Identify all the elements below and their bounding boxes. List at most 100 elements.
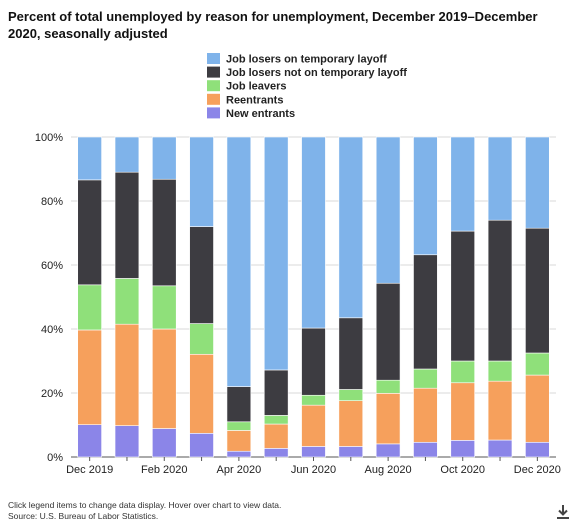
bar-segment-job-losers-on-temporary-layoff[interactable] bbox=[189, 136, 214, 227]
bar-segment-job-leavers[interactable] bbox=[189, 323, 214, 355]
bar-segment-job-losers-on-temporary-layoff[interactable] bbox=[77, 136, 102, 181]
bar-segment-job-losers-not-on-temporary-layoff[interactable] bbox=[226, 386, 252, 423]
bar-stack-oct-2020[interactable] bbox=[450, 136, 475, 458]
bar-segment-job-leavers[interactable] bbox=[338, 389, 364, 401]
bar-segment-job-losers-on-temporary-layoff[interactable] bbox=[301, 136, 326, 329]
bar-segment-job-leavers[interactable] bbox=[152, 285, 177, 330]
bar-segment-job-losers-not-on-temporary-layoff[interactable] bbox=[152, 178, 177, 287]
bar-segment-job-losers-not-on-temporary-layoff[interactable] bbox=[525, 227, 550, 354]
bar-segment-job-losers-on-temporary-layoff[interactable] bbox=[152, 136, 177, 180]
bar-segment-job-losers-not-on-temporary-layoff[interactable] bbox=[301, 327, 326, 396]
bar-segment-new-entrants[interactable] bbox=[226, 450, 252, 458]
bar-stack-feb-2020[interactable] bbox=[152, 136, 177, 458]
bar-segment-job-losers-not-on-temporary-layoff[interactable] bbox=[114, 171, 140, 279]
bar-stack-dec-2019[interactable] bbox=[77, 136, 102, 458]
bar-segment-job-leavers[interactable] bbox=[114, 278, 140, 325]
legend-item-job-leavers[interactable]: Job leavers bbox=[207, 80, 287, 93]
bar-segment-job-losers-not-on-temporary-layoff[interactable] bbox=[338, 317, 364, 390]
bar-stack-sep-2020[interactable] bbox=[413, 136, 438, 458]
y-tick-label: 20% bbox=[41, 388, 63, 400]
legend-item-job-losers-on-temporary-layoff[interactable]: Job losers on temporary layoff bbox=[207, 53, 387, 66]
bar-segment-job-leavers[interactable] bbox=[301, 394, 326, 406]
bars bbox=[77, 136, 550, 458]
legend-item-reentrants[interactable]: Reentrants bbox=[207, 93, 283, 107]
legend-item-job-losers-not-on-temporary-layoff[interactable]: Job losers not on temporary layoff bbox=[207, 66, 407, 80]
bar-stack-mar-2020[interactable] bbox=[189, 136, 214, 458]
legend-item-new-entrants[interactable]: New entrants bbox=[207, 107, 295, 120]
bar-stack-dec-2020[interactable] bbox=[525, 136, 550, 458]
bar-segment-reentrants[interactable] bbox=[189, 353, 214, 434]
bar-stack-jul-2020[interactable] bbox=[338, 136, 364, 458]
x-tick-label: Dec 2019 bbox=[66, 464, 113, 476]
bar-segment-job-losers-not-on-temporary-layoff[interactable] bbox=[375, 282, 401, 381]
bar-segment-job-losers-on-temporary-layoff[interactable] bbox=[487, 136, 513, 221]
bar-segment-job-losers-not-on-temporary-layoff[interactable] bbox=[487, 219, 513, 362]
bar-segment-reentrants[interactable] bbox=[375, 393, 401, 445]
bar-segment-new-entrants[interactable] bbox=[413, 441, 438, 458]
bar-segment-new-entrants[interactable] bbox=[114, 425, 140, 458]
bar-segment-reentrants[interactable] bbox=[338, 400, 364, 447]
bar-segment-job-leavers[interactable] bbox=[487, 360, 513, 382]
bar-stack-nov-2020[interactable] bbox=[487, 136, 513, 458]
bar-segment-job-losers-on-temporary-layoff[interactable] bbox=[226, 136, 252, 387]
bar-segment-reentrants[interactable] bbox=[525, 374, 550, 443]
bar-segment-reentrants[interactable] bbox=[114, 323, 140, 426]
bar-stack-jun-2020[interactable] bbox=[301, 136, 326, 458]
bar-segment-job-losers-on-temporary-layoff[interactable] bbox=[450, 136, 475, 232]
bar-segment-job-losers-on-temporary-layoff[interactable] bbox=[263, 136, 289, 371]
bar-segment-new-entrants[interactable] bbox=[301, 446, 326, 458]
bar-segment-reentrants[interactable] bbox=[226, 430, 252, 452]
bar-segment-new-entrants[interactable] bbox=[338, 446, 364, 458]
bar-segment-job-losers-not-on-temporary-layoff[interactable] bbox=[450, 230, 475, 362]
x-tick-label: Jun 2020 bbox=[291, 464, 336, 476]
legend-label: Job leavers bbox=[226, 81, 287, 93]
legend-swatch bbox=[207, 107, 220, 119]
footnote-instructions: Click legend items to change data displa… bbox=[8, 500, 282, 510]
y-tick-label: 60% bbox=[41, 260, 63, 272]
legend-swatch bbox=[207, 93, 220, 105]
bar-segment-job-losers-on-temporary-layoff[interactable] bbox=[525, 136, 550, 229]
x-tick-label: Apr 2020 bbox=[217, 464, 262, 476]
bar-segment-job-leavers[interactable] bbox=[413, 368, 438, 389]
legend-label: New entrants bbox=[226, 108, 295, 120]
bar-segment-reentrants[interactable] bbox=[152, 328, 177, 429]
bar-segment-job-leavers[interactable] bbox=[226, 421, 252, 431]
bar-segment-job-losers-on-temporary-layoff[interactable] bbox=[338, 136, 364, 319]
bar-segment-job-losers-on-temporary-layoff[interactable] bbox=[375, 136, 401, 284]
bar-segment-reentrants[interactable] bbox=[263, 423, 289, 449]
bar-segment-job-losers-not-on-temporary-layoff[interactable] bbox=[77, 179, 102, 286]
bar-segment-new-entrants[interactable] bbox=[487, 439, 513, 458]
bar-stack-jan-2020[interactable] bbox=[114, 136, 140, 458]
bar-segment-job-losers-not-on-temporary-layoff[interactable] bbox=[263, 369, 289, 416]
bar-segment-new-entrants[interactable] bbox=[525, 441, 550, 458]
x-tick-label: Oct 2020 bbox=[440, 464, 485, 476]
bar-segment-new-entrants[interactable] bbox=[77, 424, 102, 458]
download-icon[interactable] bbox=[554, 503, 572, 521]
bar-segment-new-entrants[interactable] bbox=[263, 448, 289, 458]
bar-segment-reentrants[interactable] bbox=[450, 382, 475, 441]
bar-segment-new-entrants[interactable] bbox=[375, 443, 401, 458]
bar-segment-job-leavers[interactable] bbox=[77, 284, 102, 331]
bar-segment-job-leavers[interactable] bbox=[263, 415, 289, 425]
bar-stack-aug-2020[interactable] bbox=[375, 136, 401, 458]
footnote-source: Source: U.S. Bureau of Labor Statistics. bbox=[8, 511, 159, 521]
bar-segment-job-losers-not-on-temporary-layoff[interactable] bbox=[413, 254, 438, 370]
bar-segment-job-losers-on-temporary-layoff[interactable] bbox=[114, 136, 140, 173]
bar-stack-may-2020[interactable] bbox=[263, 136, 289, 458]
bar-segment-job-losers-not-on-temporary-layoff[interactable] bbox=[189, 226, 214, 324]
bar-stack-apr-2020[interactable] bbox=[226, 136, 252, 458]
bar-segment-new-entrants[interactable] bbox=[189, 433, 214, 458]
bar-segment-reentrants[interactable] bbox=[413, 387, 438, 443]
bar-segment-reentrants[interactable] bbox=[487, 380, 513, 441]
bar-segment-job-leavers[interactable] bbox=[525, 352, 550, 376]
bar-segment-job-leavers[interactable] bbox=[450, 360, 475, 384]
bar-segment-reentrants[interactable] bbox=[301, 404, 326, 447]
y-tick-label: 40% bbox=[41, 324, 63, 336]
bar-segment-new-entrants[interactable] bbox=[152, 428, 177, 458]
bar-segment-job-losers-on-temporary-layoff[interactable] bbox=[413, 136, 438, 256]
bar-segment-job-leavers[interactable] bbox=[375, 379, 401, 394]
bar-segment-reentrants[interactable] bbox=[77, 329, 102, 425]
bar-segment-new-entrants[interactable] bbox=[450, 440, 475, 458]
